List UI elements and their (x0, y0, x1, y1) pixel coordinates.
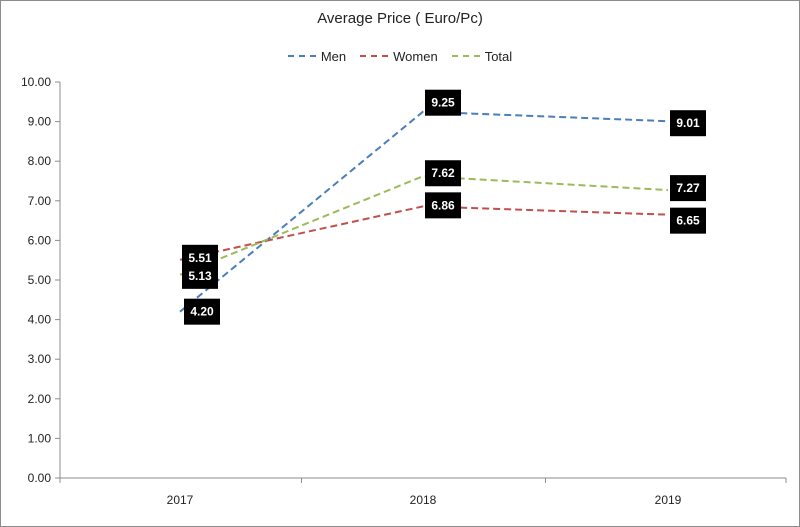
legend-item-men: Men (287, 48, 347, 64)
data-label: 9.25 (431, 96, 455, 110)
legend-swatch-total (451, 55, 480, 57)
data-label-box (425, 192, 461, 219)
data-label-box (182, 262, 218, 289)
data-label-box (670, 207, 706, 234)
data-label-box (670, 110, 706, 137)
legend-label-total: Total (484, 48, 513, 64)
data-label: 6.65 (676, 214, 700, 228)
legend-label-women: Women (393, 48, 438, 64)
data-label-box (425, 160, 461, 187)
x-tick-label: 2018 (410, 493, 437, 507)
y-tick-label: 6.00 (28, 233, 52, 247)
data-label: 4.20 (190, 305, 214, 319)
series-line-women (179, 205, 669, 261)
data-label: 6.86 (431, 198, 455, 212)
data-label: 5.51 (188, 251, 212, 265)
series-line-men (179, 110, 669, 313)
y-tick-label: 5.00 (28, 273, 52, 287)
y-tick-label: 3.00 (28, 352, 52, 366)
y-tick-label: 7.00 (28, 194, 52, 208)
y-tick-label: 1.00 (28, 431, 52, 445)
x-tick-label: 2017 (167, 493, 194, 507)
data-label-box (670, 175, 706, 202)
data-label: 7.62 (431, 166, 455, 180)
chart-legend: Men Women Total (0, 46, 800, 66)
data-label: 7.27 (676, 181, 700, 195)
data-label: 9.01 (676, 116, 700, 130)
y-tick-label: 0.00 (28, 471, 52, 485)
legend-item-women: Women (360, 49, 438, 64)
legend-label-men: Men (320, 48, 347, 64)
legend-swatch-men (287, 55, 316, 57)
legend-swatch-women (360, 55, 389, 57)
x-tick-label: 2019 (655, 493, 682, 507)
data-label-box (184, 298, 220, 325)
y-tick-label: 4.00 (28, 313, 52, 327)
y-tick-label: 2.00 (28, 392, 52, 406)
y-tick-label: 10.00 (21, 75, 51, 89)
chart-title: Average Price ( Euro/Pc) (317, 10, 483, 27)
data-label-box (425, 89, 461, 116)
y-tick-label: 8.00 (28, 154, 52, 168)
y-tick-label: 9.00 (28, 115, 52, 129)
series-line-total (179, 175, 669, 276)
legend-item-total: Total (451, 48, 513, 64)
data-label: 5.13 (188, 269, 212, 283)
